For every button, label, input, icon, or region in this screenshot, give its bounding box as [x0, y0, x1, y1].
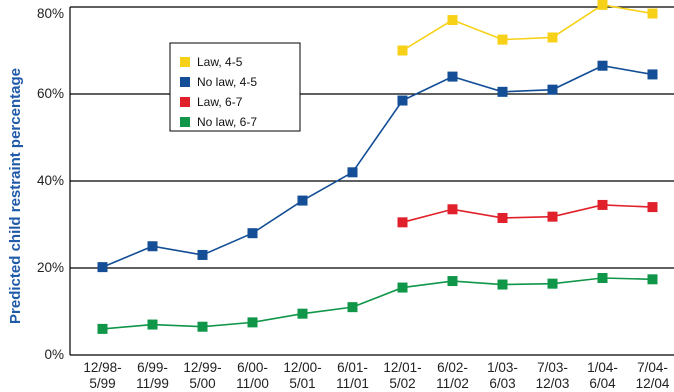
legend-label: No law, 4-5: [197, 75, 257, 89]
series-law-6-7: [397, 199, 658, 228]
y-tick-label: 60%: [37, 86, 64, 101]
legend-box: [169, 42, 301, 132]
data-point: [247, 317, 258, 328]
data-point: [597, 199, 608, 210]
data-point: [547, 211, 558, 222]
data-point: [497, 34, 508, 45]
data-point: [397, 95, 408, 106]
data-point: [447, 276, 458, 287]
data-point: [547, 32, 558, 43]
legend-label: Law, 6-7: [197, 95, 243, 109]
series-no-law-6-7: [97, 273, 658, 334]
data-point: [547, 278, 558, 289]
data-point: [197, 249, 208, 260]
x-tick-label: 1/04-6/04: [587, 360, 618, 391]
data-point: [647, 202, 658, 213]
y-tick-labels: 0% 20% 40% 60% 80%: [37, 6, 64, 362]
data-point: [647, 274, 658, 285]
data-point: [97, 262, 108, 273]
data-point: [447, 71, 458, 82]
x-tick-label: 6/01-11/01: [336, 360, 369, 391]
data-point: [397, 282, 408, 293]
x-tick-label: 12/01-5/02: [383, 360, 421, 391]
data-point: [547, 84, 558, 95]
y-tick-label: 0%: [44, 347, 64, 362]
series-line-no-law-4-5: [102, 64, 653, 268]
data-point: [147, 241, 158, 252]
series-line-law-4-5: [402, 3, 653, 52]
data-point: [297, 195, 308, 206]
x-tick-label: 12/99-5/00: [183, 360, 221, 391]
series-line-law-6-7: [402, 204, 653, 224]
x-tick-label: 7/04-12/04: [636, 360, 670, 391]
y-tick-label: 40%: [37, 173, 64, 188]
data-point: [447, 204, 458, 215]
data-point: [497, 279, 508, 290]
x-tick-label: 6/99-11/99: [136, 360, 169, 391]
legend: Law, 4-5 No law, 4-5 Law, 6-7 No law, 6-7: [169, 42, 301, 132]
x-tick-label: 12/00-5/01: [283, 360, 321, 391]
data-point: [497, 86, 508, 97]
legend-swatch: [180, 117, 190, 127]
series-line-no-law-6-7: [102, 277, 653, 330]
data-point: [347, 167, 358, 178]
axes-layer: [69, 7, 674, 356]
x-tick-label: 12/98-5/99: [83, 360, 121, 391]
legend-label: Law, 4-5: [197, 55, 243, 69]
data-point: [597, 0, 608, 10]
x-tick-label: 1/03-6/03: [487, 360, 518, 391]
data-point: [397, 45, 408, 56]
grid-layer: [70, 6, 674, 269]
legend-label: No law, 6-7: [197, 115, 257, 129]
data-point: [247, 228, 258, 239]
y-axis-title: Predicted child restraint percentage: [7, 68, 24, 324]
data-point: [297, 308, 308, 319]
y-tick-label: 80%: [37, 6, 64, 21]
data-point: [647, 8, 658, 19]
x-tick-label: 6/02-11/02: [436, 360, 469, 391]
x-tick-label: 7/03-12/03: [536, 360, 570, 391]
data-point: [447, 15, 458, 26]
data-point: [97, 323, 108, 334]
data-point: [647, 69, 658, 80]
data-point: [497, 212, 508, 223]
data-point: [597, 273, 608, 284]
data-point: [197, 321, 208, 332]
legend-swatch: [180, 77, 190, 87]
x-tick-labels: 12/98-5/99 6/99-11/99 12/99-5/00 6/00-11/00…: [83, 360, 670, 391]
x-tick-label: 6/00-11/00: [236, 360, 269, 391]
data-point: [397, 217, 408, 228]
series-no-law-4-5: [97, 60, 658, 273]
data-point: [347, 302, 358, 313]
series-layer: [97, 0, 658, 334]
legend-swatch: [180, 57, 190, 67]
series-law-4-5: [397, 0, 658, 56]
y-tick-label: 20%: [37, 260, 64, 275]
legend-swatch: [180, 97, 190, 107]
data-point: [597, 60, 608, 71]
data-point: [147, 319, 158, 330]
